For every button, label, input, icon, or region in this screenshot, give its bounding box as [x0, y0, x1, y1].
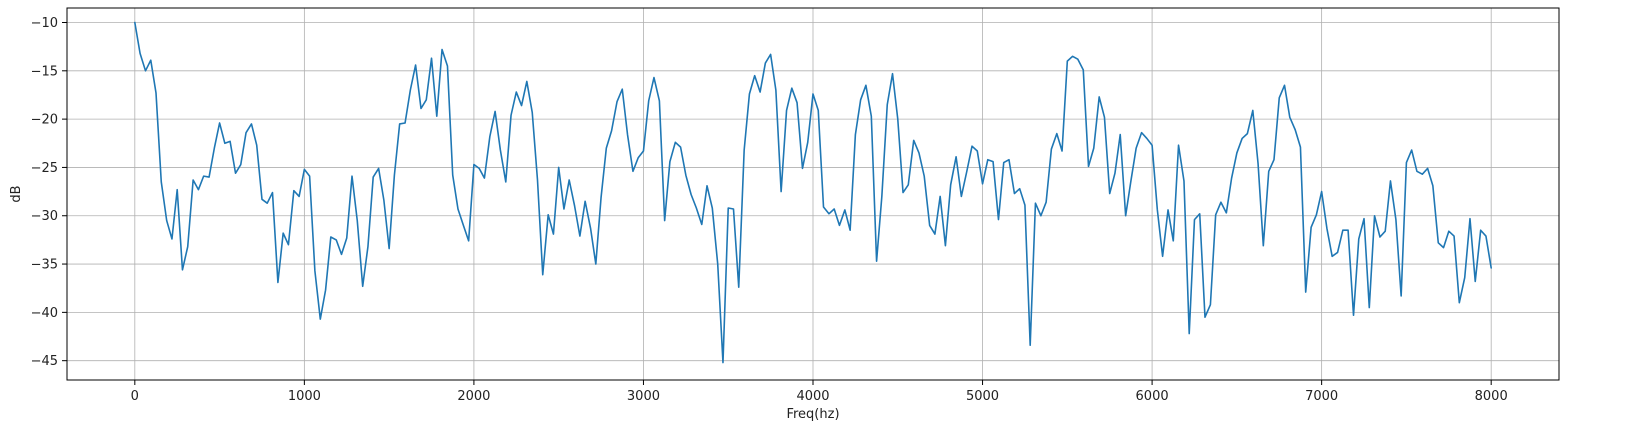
- x-tick-label: 5000: [966, 389, 999, 404]
- plot-frame: [66, 7, 1560, 381]
- y-tick-label: −40: [31, 306, 58, 321]
- x-tick-label: 2000: [457, 389, 490, 404]
- y-tick-label: −35: [31, 258, 58, 273]
- x-tick-label: 3000: [627, 389, 660, 404]
- grid-lines: [67, 8, 1559, 380]
- y-tick-label: −25: [31, 161, 58, 176]
- series-line: [134, 21, 1492, 364]
- axis-ticks: 0 1000 2000 3000 4000 5000 6000 7000 8000 −10 −15 −…: [31, 16, 1508, 404]
- x-tick-label: 8000: [1475, 389, 1508, 404]
- x-tick-label: 0: [131, 389, 139, 404]
- x-tick-label: 7000: [1305, 389, 1338, 404]
- x-tick-label: 1000: [288, 389, 321, 404]
- x-tick-label: 4000: [796, 389, 829, 404]
- y-tick-label: −30: [31, 209, 58, 224]
- y-axis-label: dB: [9, 185, 24, 202]
- y-tick-label: −10: [31, 16, 58, 31]
- x-axis-label: Freq(hz): [786, 407, 839, 422]
- series-layer: [134, 21, 1492, 364]
- y-tick-label: −45: [31, 354, 58, 369]
- y-tick-label: −20: [31, 113, 58, 128]
- x-tick-label: 6000: [1136, 389, 1169, 404]
- y-tick-label: −15: [31, 64, 58, 79]
